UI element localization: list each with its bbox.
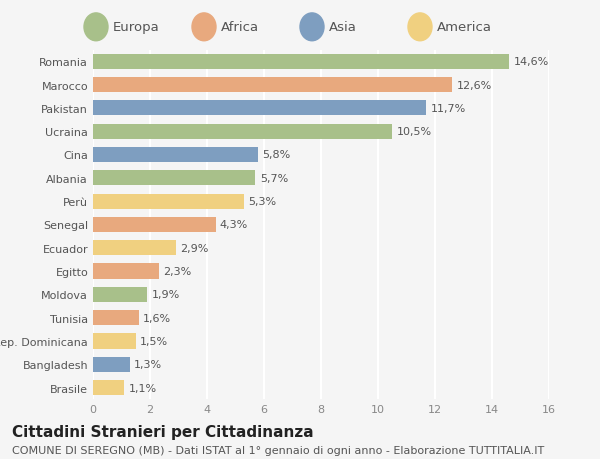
Bar xyxy=(93,334,136,349)
Text: 5,3%: 5,3% xyxy=(248,196,277,207)
Bar xyxy=(93,124,392,140)
Text: 5,7%: 5,7% xyxy=(260,174,288,184)
Text: 5,8%: 5,8% xyxy=(263,150,291,160)
Bar xyxy=(93,310,139,325)
Text: 1,9%: 1,9% xyxy=(151,290,179,300)
Bar xyxy=(93,101,427,116)
Text: 1,6%: 1,6% xyxy=(143,313,171,323)
Bar xyxy=(93,55,509,70)
Bar xyxy=(93,218,215,232)
Text: 1,3%: 1,3% xyxy=(134,359,163,369)
Text: 11,7%: 11,7% xyxy=(431,104,466,114)
Ellipse shape xyxy=(84,14,108,42)
Ellipse shape xyxy=(300,14,324,42)
Bar xyxy=(93,241,176,256)
Text: Asia: Asia xyxy=(329,21,356,34)
Bar xyxy=(93,78,452,93)
Text: Europa: Europa xyxy=(113,21,160,34)
Ellipse shape xyxy=(408,14,432,42)
Text: 1,5%: 1,5% xyxy=(140,336,168,346)
Text: 4,3%: 4,3% xyxy=(220,220,248,230)
Text: America: America xyxy=(437,21,492,34)
Text: 1,1%: 1,1% xyxy=(128,383,157,393)
Ellipse shape xyxy=(192,14,216,42)
Bar xyxy=(93,148,258,162)
Bar xyxy=(93,380,124,395)
Bar xyxy=(93,357,130,372)
Bar xyxy=(93,171,256,186)
Text: 10,5%: 10,5% xyxy=(397,127,431,137)
Text: Cittadini Stranieri per Cittadinanza: Cittadini Stranieri per Cittadinanza xyxy=(12,425,314,440)
Text: 2,9%: 2,9% xyxy=(180,243,208,253)
Text: 14,6%: 14,6% xyxy=(514,57,548,67)
Text: Africa: Africa xyxy=(221,21,259,34)
Text: 12,6%: 12,6% xyxy=(457,80,491,90)
Bar xyxy=(93,264,158,279)
Text: 2,3%: 2,3% xyxy=(163,266,191,276)
Bar xyxy=(93,287,147,302)
Bar xyxy=(93,194,244,209)
Text: COMUNE DI SEREGNO (MB) - Dati ISTAT al 1° gennaio di ogni anno - Elaborazione TU: COMUNE DI SEREGNO (MB) - Dati ISTAT al 1… xyxy=(12,445,544,455)
